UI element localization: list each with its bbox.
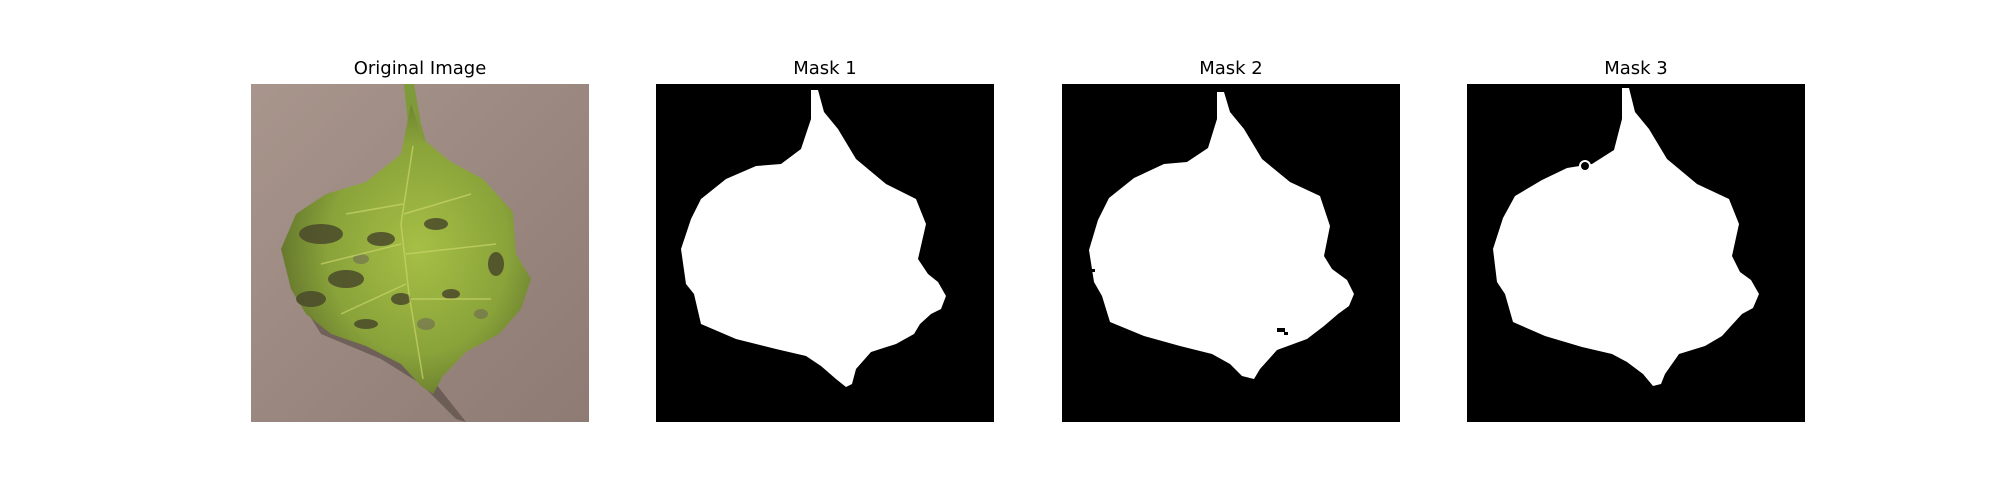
leaf-mask [1062, 84, 1400, 422]
leaf-photo [251, 84, 589, 422]
panel-title: Original Image [353, 58, 487, 79]
panel-mask-3: Mask 3 [1467, 0, 1805, 500]
panel-original-image: Original Image [251, 0, 589, 500]
panel-title: Mask 3 [1604, 58, 1668, 79]
panel-mask-2: Mask 2 [1062, 0, 1400, 500]
panel-mask-1: Mask 1 [656, 0, 994, 500]
leaf-mask [656, 84, 994, 422]
panel-title: Mask 2 [1199, 58, 1263, 79]
panel-title: Mask 1 [793, 58, 857, 79]
leaf-mask [1467, 84, 1805, 422]
